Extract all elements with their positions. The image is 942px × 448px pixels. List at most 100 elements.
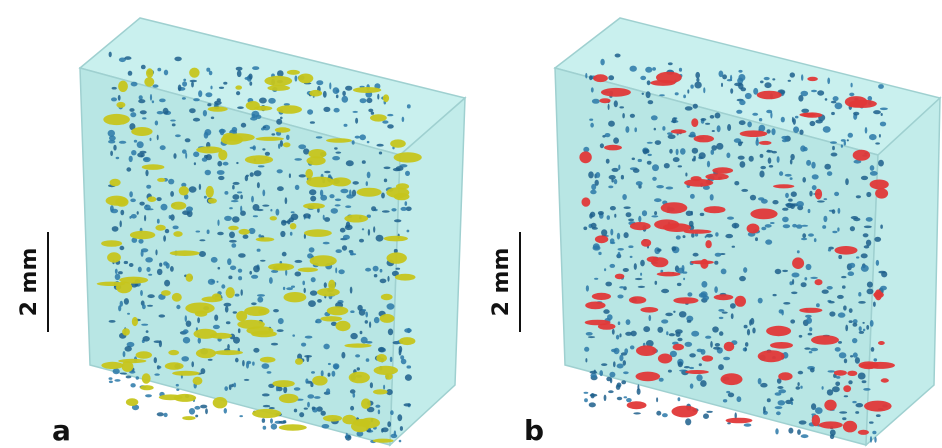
inclusion <box>191 81 194 87</box>
inclusion <box>176 384 179 387</box>
inclusion <box>792 273 800 278</box>
inclusion <box>310 196 316 202</box>
inclusion <box>624 206 631 209</box>
inclusion <box>608 75 614 80</box>
inclusion <box>614 179 618 184</box>
inclusion <box>165 229 169 233</box>
inclusion <box>229 240 237 243</box>
inclusion <box>136 376 139 379</box>
inclusion <box>665 313 673 317</box>
inclusion <box>848 271 855 276</box>
inclusion <box>844 141 846 146</box>
inclusion <box>799 130 803 135</box>
inclusion <box>715 343 720 347</box>
inclusion <box>626 319 631 325</box>
inclusion <box>110 151 113 156</box>
inclusion <box>814 238 817 242</box>
inclusion <box>712 130 715 132</box>
inclusion <box>613 137 619 143</box>
inclusion <box>253 348 259 353</box>
inclusion <box>365 268 371 272</box>
inclusion <box>879 134 881 138</box>
inclusion <box>617 364 624 369</box>
inclusion <box>843 385 851 392</box>
inclusion <box>652 164 659 171</box>
inclusion <box>374 274 378 277</box>
inclusion <box>629 296 646 304</box>
inclusion <box>295 75 298 81</box>
inclusion <box>193 152 199 158</box>
inclusion <box>661 289 669 293</box>
inclusion <box>878 341 885 345</box>
inclusion <box>871 347 875 352</box>
inclusion <box>381 294 393 300</box>
inclusion <box>137 141 144 148</box>
inclusion <box>636 372 661 382</box>
inclusion <box>170 266 174 272</box>
inclusion <box>219 87 224 89</box>
inclusion <box>806 160 811 166</box>
inclusion <box>779 171 783 176</box>
inclusion <box>303 213 311 218</box>
inclusion <box>724 342 735 351</box>
inclusion <box>154 357 157 363</box>
inclusion <box>328 174 331 177</box>
inclusion <box>752 113 758 116</box>
inclusion <box>164 70 168 76</box>
inclusion <box>705 336 711 339</box>
inclusion <box>712 167 733 173</box>
inclusion <box>224 408 227 414</box>
inclusion <box>628 219 634 222</box>
inclusion <box>109 320 116 323</box>
inclusion <box>237 191 242 193</box>
inclusion <box>619 286 624 288</box>
inclusion <box>638 159 642 162</box>
inclusion <box>270 216 277 220</box>
inclusion <box>217 281 219 283</box>
inclusion <box>147 196 156 202</box>
inclusion <box>245 77 250 80</box>
inclusion <box>689 367 694 369</box>
inclusion <box>764 82 771 88</box>
inclusion <box>118 81 128 92</box>
inclusion <box>714 294 734 300</box>
inclusion <box>690 132 696 138</box>
inclusion <box>146 267 150 272</box>
inclusion <box>835 382 840 387</box>
inclusion <box>635 278 643 280</box>
inclusion <box>159 314 166 317</box>
inclusion <box>749 156 754 162</box>
inclusion <box>294 409 297 413</box>
inclusion <box>691 118 698 127</box>
inclusion <box>645 67 652 73</box>
inclusion <box>678 165 682 167</box>
inclusion <box>611 349 617 352</box>
inclusion <box>767 129 771 133</box>
inclusion <box>277 186 284 191</box>
inclusion <box>381 193 385 199</box>
inclusion <box>263 126 267 128</box>
inclusion <box>366 181 368 186</box>
inclusion <box>112 226 119 232</box>
inclusion <box>163 235 166 241</box>
inclusion <box>819 421 843 428</box>
inclusion <box>176 389 179 391</box>
inclusion <box>630 66 637 72</box>
inclusion <box>602 135 605 138</box>
inclusion <box>583 147 589 152</box>
inclusion <box>701 281 707 288</box>
inclusion <box>316 136 323 138</box>
inclusion <box>374 366 398 375</box>
inclusion <box>845 325 848 332</box>
inclusion <box>838 208 841 214</box>
inclusion <box>361 398 371 409</box>
inclusion <box>765 224 772 228</box>
inclusion <box>802 177 806 183</box>
inclusion <box>638 286 645 288</box>
inclusion <box>634 263 637 270</box>
inclusion <box>719 317 724 319</box>
inclusion <box>604 268 606 271</box>
inclusion <box>289 217 294 222</box>
inclusion <box>328 363 331 365</box>
inclusion <box>362 228 364 230</box>
